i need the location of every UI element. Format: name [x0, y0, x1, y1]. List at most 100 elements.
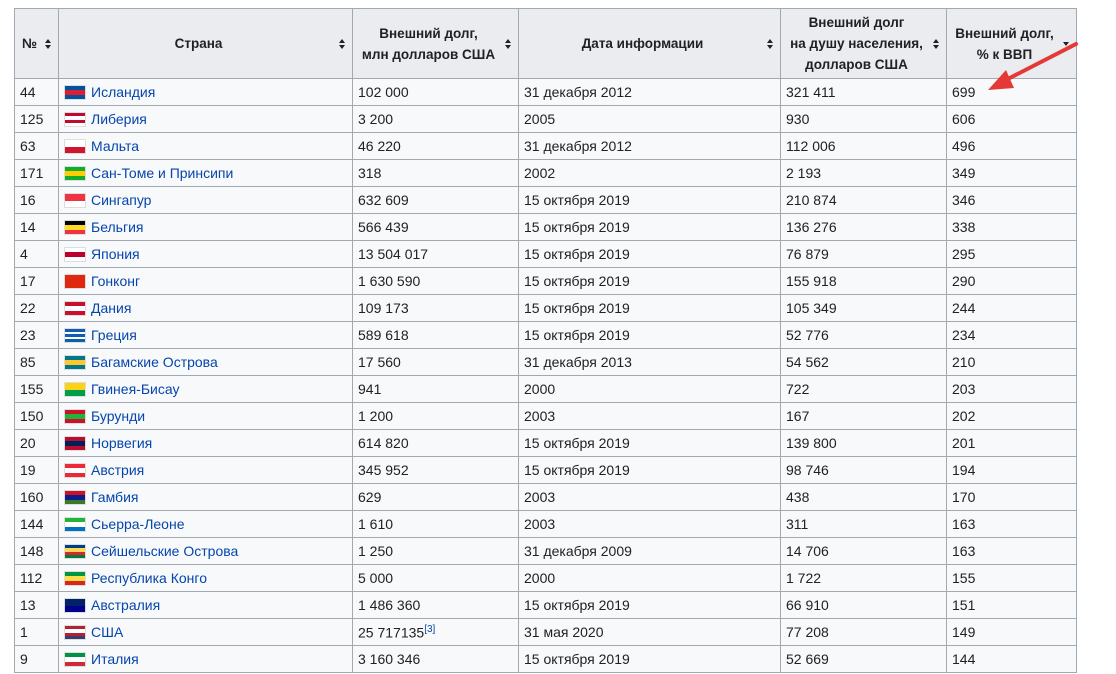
sort-icon[interactable]: [339, 38, 346, 49]
table-cell: 102 000: [352, 78, 519, 106]
cell-text: 1 486 360: [358, 597, 421, 613]
country-link[interactable]: США: [91, 624, 124, 640]
country-link[interactable]: Италия: [91, 651, 139, 667]
cell-text: 19: [20, 462, 36, 478]
column-header[interactable]: Дата информации: [518, 8, 781, 79]
footnote-ref[interactable]: [3]: [424, 623, 436, 635]
table-row: 23 Греция 589 618 15 октября 2019 52 776 234: [14, 321, 1077, 349]
cell-text: 155: [952, 570, 976, 586]
table-row: 19 Австрия 345 952 15 октября 2019 98 746 194: [14, 456, 1077, 484]
table-row: 150 Бурунди 1 200 2003 167 202: [14, 402, 1077, 430]
country-link[interactable]: Сингапур: [91, 192, 152, 208]
table-cell: Исландия: [58, 78, 353, 106]
table-cell: 2002: [518, 159, 781, 187]
table-cell: 1 250: [352, 537, 519, 565]
country-link[interactable]: Гамбия: [91, 489, 139, 505]
table-cell: 163: [946, 537, 1077, 565]
table-cell: 15 октября 2019: [518, 240, 781, 268]
cell-text: 614 820: [358, 435, 409, 451]
sort-icon[interactable]: [1063, 39, 1070, 49]
cell-text: 15 октября 2019: [524, 246, 630, 262]
flag-icon: [64, 220, 86, 235]
column-header[interactable]: Внешний долг на душу населения, долларов…: [780, 8, 947, 79]
table-cell: 15 октября 2019: [518, 321, 781, 349]
flag-icon: [64, 382, 86, 397]
country-link[interactable]: Бурунди: [91, 408, 146, 424]
table-cell: 31 декабря 2013: [518, 348, 781, 376]
table-cell: Гонконг: [58, 267, 353, 295]
table-cell: 19: [14, 456, 59, 484]
country-link[interactable]: Гонконг: [91, 273, 141, 289]
sort-icon[interactable]: [767, 38, 774, 49]
table-cell: 202: [946, 402, 1077, 430]
header-text: Страна: [174, 36, 223, 51]
table-cell: 112: [14, 564, 59, 592]
country-link[interactable]: Норвегия: [91, 435, 153, 451]
cell-text: 44: [20, 84, 36, 100]
country-link[interactable]: Япония: [91, 246, 140, 262]
column-header[interactable]: Страна: [58, 8, 353, 79]
header-text: Дата информации: [581, 36, 704, 51]
country-link[interactable]: Мальта: [91, 138, 140, 154]
cell-text: 210: [952, 354, 976, 370]
table-cell: Австралия: [58, 591, 353, 619]
cell-text: 170: [952, 489, 976, 505]
cell-text: 31 декабря 2012: [524, 84, 632, 100]
country-link[interactable]: Республика Конго: [91, 570, 207, 586]
country-link[interactable]: Багамские Острова: [91, 354, 218, 370]
country-link[interactable]: Бельгия: [91, 219, 144, 235]
table-cell: 150: [14, 402, 59, 430]
table-cell: 13 504 017: [352, 240, 519, 268]
cell-text: 194: [952, 462, 976, 478]
cell-text: 606: [952, 111, 976, 127]
country-link[interactable]: Гвинея-Бисау: [91, 381, 180, 397]
cell-text: 15 октября 2019: [524, 300, 630, 316]
country-link[interactable]: Сейшельские Острова: [91, 543, 239, 559]
table-cell: 1 200: [352, 402, 519, 430]
country-link[interactable]: Исландия: [91, 84, 156, 100]
cell-text: 20: [20, 435, 36, 451]
cell-text: 202: [952, 408, 976, 424]
flag-icon: [64, 436, 86, 451]
table-cell: 2003: [518, 483, 781, 511]
table-cell: Сан-Томе и Принсипи: [58, 159, 353, 187]
table-cell: 194: [946, 456, 1077, 484]
cell-text: 109 173: [358, 300, 409, 316]
country-link[interactable]: Австралия: [91, 597, 161, 613]
cell-text: 1: [20, 624, 28, 640]
cell-text: 321 411: [786, 84, 836, 100]
header-text: №: [21, 36, 38, 51]
country-link[interactable]: Либерия: [91, 111, 147, 127]
sort-icon[interactable]: [505, 38, 512, 49]
column-header[interactable]: Внешний долг, % к ВВП: [946, 8, 1077, 79]
table-cell: 15 октября 2019: [518, 591, 781, 619]
country-link[interactable]: Сьерра-Леоне: [91, 516, 185, 532]
cell-text: 163: [952, 543, 976, 559]
table-cell: 31 декабря 2012: [518, 132, 781, 160]
cell-text: 15 октября 2019: [524, 435, 630, 451]
table-cell: 614 820: [352, 429, 519, 457]
cell-text: 155 918: [786, 273, 837, 289]
table-cell: 144: [14, 510, 59, 538]
sort-icon[interactable]: [45, 38, 52, 49]
column-header[interactable]: Внешний долг, млн долларов США: [352, 8, 519, 79]
table-row: 160 Гамбия 629 2003 438 170: [14, 483, 1077, 511]
table-cell: 149: [946, 618, 1077, 646]
country-link[interactable]: Сан-Томе и Принсипи: [91, 165, 234, 181]
column-header[interactable]: №: [14, 8, 59, 79]
country-link[interactable]: Греция: [91, 327, 137, 343]
table-cell: 66 910: [780, 591, 947, 619]
table-cell: 290: [946, 267, 1077, 295]
cell-text: 2003: [524, 489, 556, 505]
cell-text: 566 439: [358, 219, 409, 235]
table-cell: 1 630 590: [352, 267, 519, 295]
country-link[interactable]: Австрия: [91, 462, 145, 478]
country-link[interactable]: Дания: [91, 300, 132, 316]
table-cell: 109 173: [352, 294, 519, 322]
cell-text: 496: [952, 138, 976, 154]
table-cell: 5 000: [352, 564, 519, 592]
sort-icon[interactable]: [933, 38, 940, 49]
table-cell: 170: [946, 483, 1077, 511]
table-row: 155 Гвинея-Бисау 941 2000 722 203: [14, 375, 1077, 403]
table-cell: 171: [14, 159, 59, 187]
